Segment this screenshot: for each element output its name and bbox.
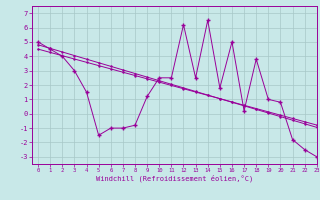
X-axis label: Windchill (Refroidissement éolien,°C): Windchill (Refroidissement éolien,°C)	[96, 175, 253, 182]
